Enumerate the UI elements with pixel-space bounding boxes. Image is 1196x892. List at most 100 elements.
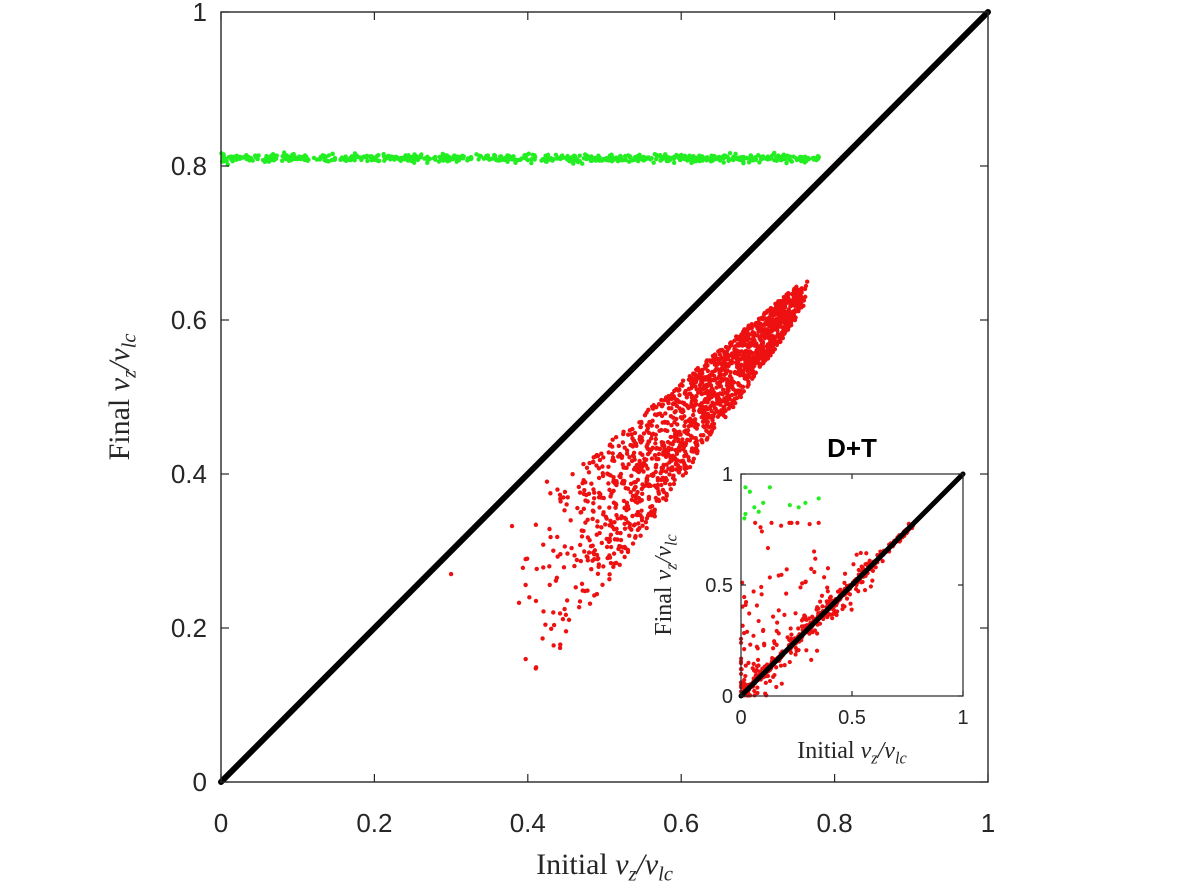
red-point	[773, 305, 779, 311]
green-point	[433, 157, 438, 162]
x-tick-label: 1	[981, 808, 995, 838]
red-point	[684, 403, 689, 408]
red-point	[606, 464, 611, 470]
red-point	[750, 666, 755, 671]
red-point	[729, 376, 734, 381]
red-point	[622, 526, 628, 531]
red-point	[736, 368, 742, 373]
red-point	[524, 556, 530, 561]
axis-label-slash: /v	[876, 738, 896, 764]
red-point	[611, 479, 616, 484]
red-point	[534, 566, 539, 572]
red-point	[636, 521, 641, 526]
red-point	[604, 536, 609, 542]
y-tick-label: 1	[193, 0, 207, 27]
green-point	[575, 159, 581, 165]
red-point	[648, 504, 653, 510]
red-point	[756, 319, 761, 325]
red-point	[758, 525, 763, 530]
red-point	[713, 376, 719, 382]
red-point	[563, 612, 569, 618]
axis-label-slash: /v	[103, 348, 136, 372]
red-point	[645, 474, 650, 479]
red-point	[722, 356, 728, 362]
green-point	[784, 160, 789, 166]
red-point	[630, 444, 635, 449]
red-point	[576, 604, 582, 610]
red-point	[551, 548, 556, 553]
green-point	[340, 155, 345, 160]
red-point	[709, 372, 714, 377]
red-point	[610, 437, 615, 442]
red-point	[617, 562, 622, 568]
red-point	[767, 575, 772, 580]
red-point	[728, 340, 734, 345]
red-point	[639, 508, 644, 513]
green-point	[244, 153, 249, 158]
red-point	[608, 532, 614, 538]
green-point	[652, 152, 657, 157]
red-point	[760, 341, 766, 346]
red-point	[607, 505, 612, 510]
green-point	[332, 155, 338, 161]
red-point	[636, 469, 642, 475]
red-point	[584, 465, 590, 471]
green-point	[524, 153, 529, 158]
red-point	[606, 472, 611, 477]
red-point	[540, 636, 545, 641]
red-point	[780, 298, 786, 304]
green-point	[498, 157, 504, 163]
red-point	[673, 429, 678, 434]
green-point	[505, 157, 511, 162]
red-point	[708, 432, 713, 437]
red-point	[721, 363, 726, 368]
red-point	[653, 441, 658, 446]
red-point	[680, 383, 685, 388]
red-point	[619, 549, 624, 554]
green-point	[514, 157, 519, 163]
red-point	[604, 516, 609, 521]
green-point	[761, 500, 766, 505]
red-point	[687, 374, 692, 379]
red-point	[645, 446, 650, 451]
red-point	[812, 628, 818, 633]
red-point	[595, 557, 600, 562]
red-point	[663, 469, 669, 474]
red-point	[799, 299, 804, 305]
red-point	[644, 410, 649, 415]
red-point	[665, 420, 670, 426]
red-point	[635, 500, 640, 505]
red-point	[666, 448, 671, 453]
red-point	[819, 593, 825, 598]
red-point	[745, 334, 751, 339]
red-point	[638, 451, 643, 456]
red-point	[591, 552, 597, 557]
red-point	[676, 469, 681, 475]
red-point	[702, 399, 707, 405]
red-point	[555, 534, 560, 540]
green-point	[264, 153, 269, 159]
red-point	[547, 526, 552, 532]
red-point	[746, 350, 752, 355]
red-point	[751, 589, 756, 594]
green-point	[456, 158, 462, 163]
red-point	[707, 380, 712, 385]
green-point	[734, 155, 739, 160]
red-point	[729, 351, 735, 356]
red-point	[694, 451, 700, 456]
green-point	[229, 157, 234, 162]
axis-label-text: Initial	[797, 738, 860, 764]
green-point	[320, 153, 325, 158]
red-point	[644, 478, 649, 483]
green-point	[727, 150, 733, 156]
red-point	[694, 367, 699, 373]
red-point	[630, 513, 635, 519]
red-point	[787, 298, 792, 303]
red-point	[689, 446, 695, 451]
red-point	[735, 359, 741, 365]
green-point	[399, 155, 404, 161]
red-point	[580, 588, 585, 593]
red-point	[783, 301, 789, 306]
red-point	[810, 614, 815, 619]
red-point	[686, 386, 692, 392]
